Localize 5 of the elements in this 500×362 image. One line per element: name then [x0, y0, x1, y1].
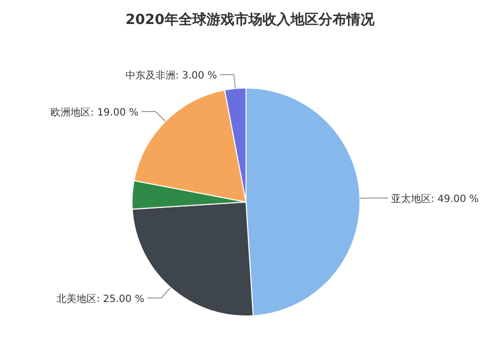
- chart-title: 2020年全球游戏市场收入地区分布情况: [126, 11, 376, 28]
- slice-label: 亚太地区: 49.00 %: [390, 192, 479, 205]
- slice-label: 欧洲地区: 19.00 %: [50, 106, 138, 118]
- slice-label: 北美地区: 25.00 %: [56, 293, 144, 306]
- slice-label: 中东及非洲: 3.00 %: [125, 70, 217, 82]
